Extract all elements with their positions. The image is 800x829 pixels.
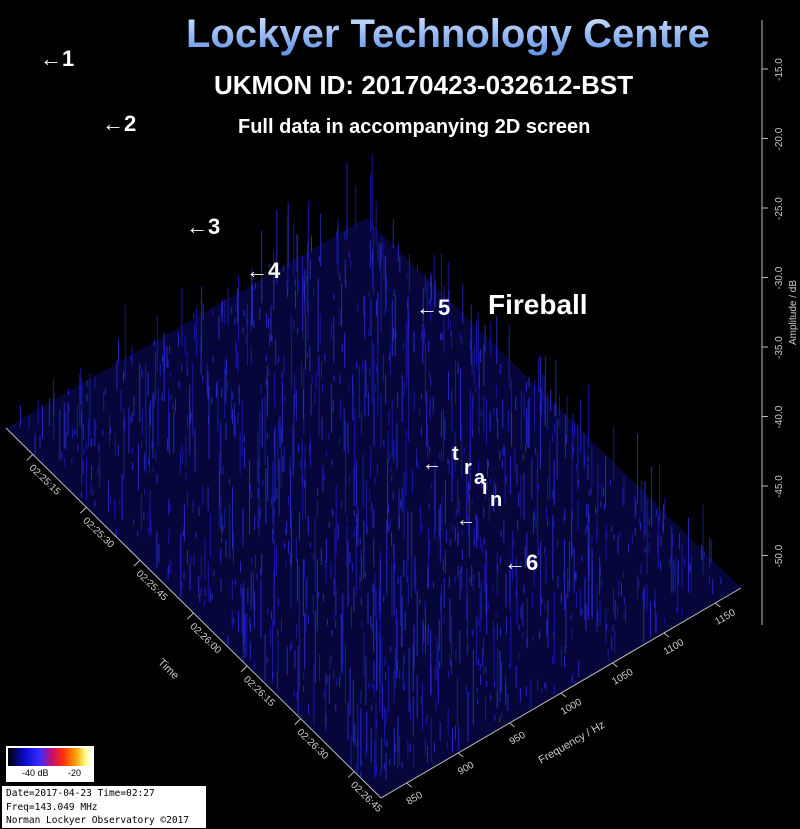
freq-tick-label: 900	[456, 760, 476, 778]
annotation-train-letter: a	[474, 467, 486, 489]
time-tick	[347, 771, 355, 778]
ukmon-id: UKMON ID: 20170423-032612-BST	[214, 70, 634, 100]
freq-tick-label: 850	[405, 790, 425, 808]
annotation-label: ←	[422, 453, 442, 475]
floor-plane	[6, 218, 741, 798]
time-tick	[187, 612, 194, 620]
freq-tick-label: 1100	[662, 637, 687, 657]
annotation-label: ←4	[246, 258, 281, 283]
color-scale-high: -20	[68, 768, 82, 778]
time-tick	[240, 665, 248, 673]
info-date: Date=2017-04-23 Time=02:27	[6, 788, 155, 799]
amplitude-tick-label: -50.0	[774, 544, 785, 567]
color-scale: -40 dB -20	[6, 746, 94, 782]
amplitude-tick-label: -35.0	[774, 336, 785, 359]
freq-tick-label: 1150	[713, 607, 738, 627]
amplitude-tick-label: -20.0	[774, 127, 785, 150]
freq-tick	[457, 752, 464, 758]
annotations: ←1 ←2 ←3 ←4 ←5 Fireball ← tr ain ← ←6	[40, 46, 588, 575]
time-axis-label: Time	[155, 657, 181, 682]
amplitude-tick-label: -15.0	[774, 58, 785, 81]
annotation-label: ←	[456, 509, 476, 531]
amplitude-tick-label: -25.0	[774, 197, 785, 220]
annotation-train-letter: n	[490, 489, 502, 511]
freq-tick-label: 950	[508, 730, 528, 748]
time-tick	[80, 506, 87, 514]
amplitude-axis-label: Amplitude / dB	[788, 280, 799, 345]
freq-tick	[714, 602, 721, 608]
page-title: Lockyer Technology Centre	[186, 12, 710, 56]
color-scale-gradient	[8, 748, 92, 766]
annotation-label: ←1	[40, 46, 74, 71]
freq-tick	[509, 722, 515, 728]
freq-tick	[560, 692, 567, 698]
amplitude-tick-label: -40.0	[774, 405, 785, 428]
annotation-train-letter: r	[464, 457, 472, 479]
annotation-label: ←3	[186, 214, 220, 239]
info-freq: Freq=143.049 MHz	[6, 801, 98, 813]
freq-tick-label: 1000	[559, 697, 584, 718]
freq-tick-label: 1050	[610, 667, 635, 688]
annotation-label: ←2	[102, 111, 136, 136]
time-tick	[26, 454, 34, 461]
annotation-train-letter: t	[452, 443, 459, 465]
waterfall-floor	[6, 218, 741, 798]
amplitude-tick-label: -30.0	[774, 266, 785, 289]
meteor-peaks	[43, 118, 515, 544]
info-credit: Norman Lockyer Observatory ©2017	[6, 815, 190, 826]
time-tick	[294, 718, 301, 726]
annotation-train-letter: i	[482, 477, 488, 499]
info-box: Date=2017-04-23 Time=02:27 Freq=143.049 …	[2, 786, 206, 828]
data-note: Full data in accompanying 2D screen	[238, 116, 591, 138]
freq-axis-label: Frequency / Hz	[537, 719, 608, 767]
amplitude-tick-label: -45.0	[774, 475, 785, 498]
time-tick	[133, 559, 141, 567]
color-scale-low: -40 dB	[22, 768, 49, 778]
annotation-label: ←5	[416, 295, 450, 320]
freq-tick	[406, 782, 413, 788]
freq-tick	[663, 632, 670, 638]
annotation-label: ←6	[504, 550, 538, 575]
annotation-label: Fireball	[488, 289, 588, 320]
freq-tick	[612, 662, 618, 668]
